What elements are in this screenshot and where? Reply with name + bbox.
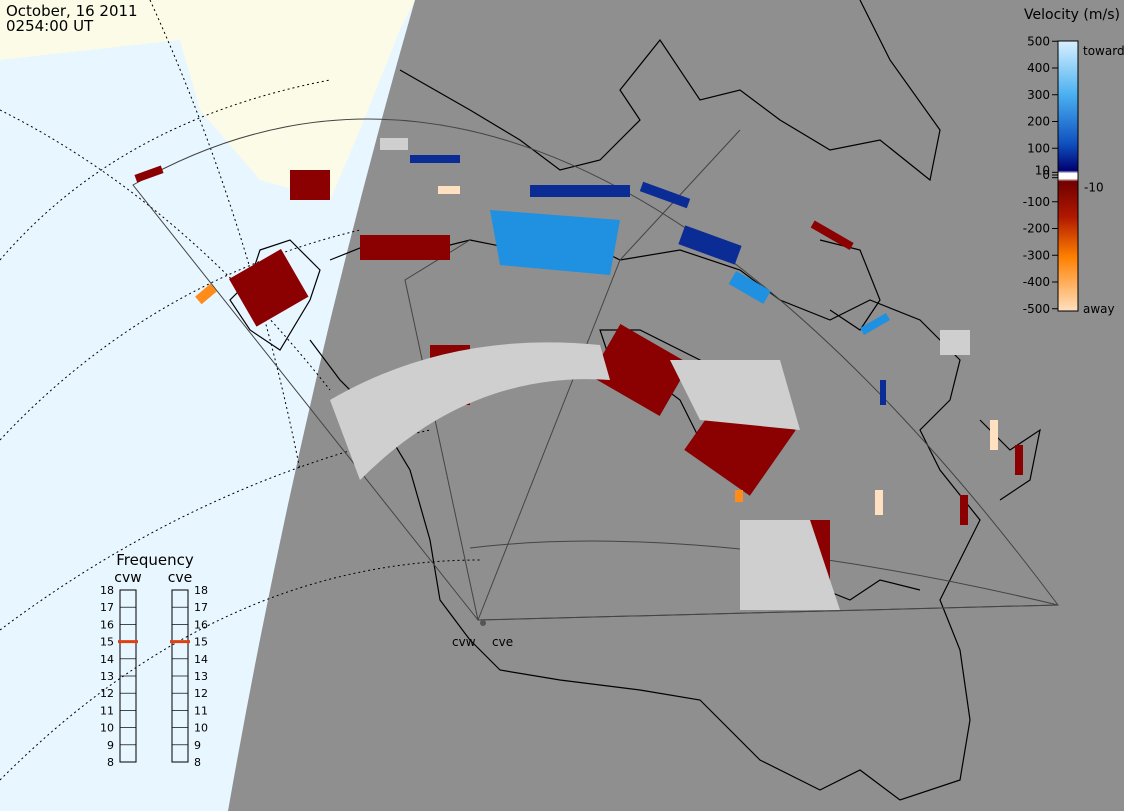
colorbar xyxy=(1057,40,1079,312)
frequency-tick-label: 11 xyxy=(100,704,114,717)
colorbar-tick-label: 100 xyxy=(1027,141,1050,155)
colorbar-tick-label: -500 xyxy=(1023,302,1050,316)
frequency-tick-label: 18 xyxy=(194,584,208,597)
colorbar-title: Velocity (m/s) xyxy=(1024,7,1120,23)
frequency-tick-label: 12 xyxy=(194,687,208,700)
frequency-tick-label: 16 xyxy=(100,618,114,631)
colorbar-tick-label: 200 xyxy=(1027,115,1050,129)
colorbar-tick-label: -10 xyxy=(1084,181,1104,195)
frequency-tick-label: 9 xyxy=(107,739,114,752)
colorbar-tick-label: 500 xyxy=(1027,34,1050,48)
frequency-tick-label: 8 xyxy=(194,756,201,769)
frequency-tick-label: 15 xyxy=(100,636,114,649)
time: 0254:00 UT xyxy=(6,17,94,35)
colorbar-tick-label: 400 xyxy=(1027,61,1050,75)
colorbar-tick-label: -300 xyxy=(1023,248,1050,262)
colorbar-tick-label: 300 xyxy=(1027,88,1050,102)
colorbar-end-label: away xyxy=(1083,302,1115,316)
colorbar-end-label: toward xyxy=(1083,44,1124,58)
colorbar-tick-label: -100 xyxy=(1023,195,1050,209)
colorbar-tick-label: 0 xyxy=(1042,168,1050,182)
frequency-panel: cvw89101112131415161718cve89101112131415… xyxy=(100,570,208,769)
radar-name: cve xyxy=(168,570,193,586)
frequency-tick-label: 18 xyxy=(100,584,114,597)
frequency-tick-label: 14 xyxy=(100,653,114,666)
frequency-tick-label: 12 xyxy=(100,687,114,700)
frequency-tick-label: 10 xyxy=(100,722,114,735)
colorbar-tick-label: -200 xyxy=(1023,222,1050,236)
colorbar-ticks: 500 400 300 200 100 100 -10 -100 -200 -300 -400 -50… xyxy=(1023,34,1104,316)
colorbar-tick-label: -400 xyxy=(1023,275,1050,289)
frequency-tick-label: 9 xyxy=(194,739,201,752)
frequency-tick-label: 11 xyxy=(194,704,208,717)
colorbar-tick-label: 10 xyxy=(1035,163,1050,177)
frequency-tick-label: 8 xyxy=(107,756,114,769)
night-side xyxy=(228,0,1124,811)
frequency-tick-label: 10 xyxy=(194,722,208,735)
frequency-tick-label: 14 xyxy=(194,653,208,666)
graticule xyxy=(0,0,481,781)
radar-name: cvw xyxy=(114,570,141,586)
site-label: cve xyxy=(492,635,513,649)
date: October, 16 2011 xyxy=(6,2,138,20)
frequency-tick-label: 13 xyxy=(194,670,208,683)
radar-echoes xyxy=(134,138,1023,610)
frequency-tick-label: 17 xyxy=(194,601,208,614)
radar-site xyxy=(480,620,486,626)
frequency-tick-label: 17 xyxy=(100,601,114,614)
site-label: cvw xyxy=(452,635,476,649)
frequency-tick-label: 15 xyxy=(194,636,208,649)
frequency-tick-label: 16 xyxy=(194,618,208,631)
frequency-title: Frequency xyxy=(116,551,194,569)
land-day xyxy=(0,0,415,200)
frequency-tick-label: 13 xyxy=(100,670,114,683)
